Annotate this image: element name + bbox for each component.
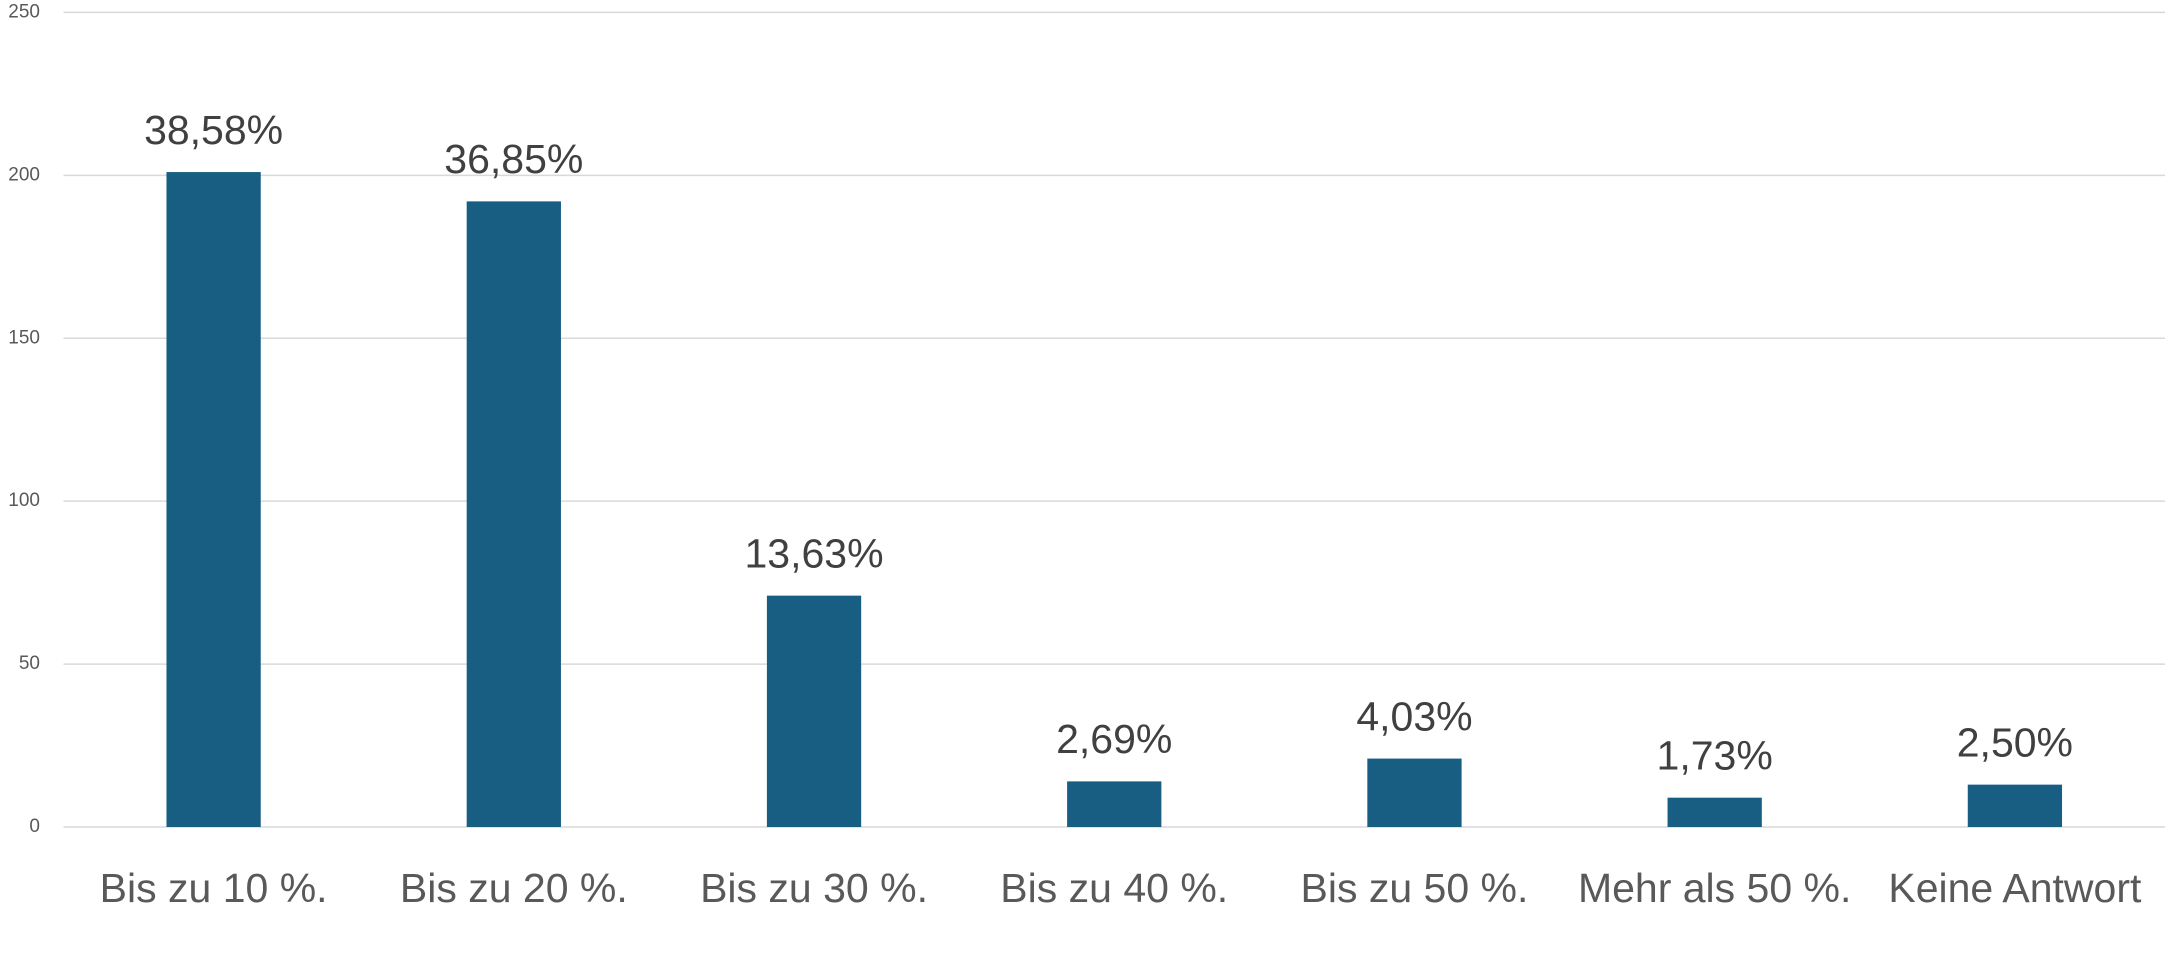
data-label: 13,63% xyxy=(745,530,884,576)
data-label: 36,85% xyxy=(444,136,583,182)
bar xyxy=(1067,781,1162,827)
x-tick-label: Bis zu 10 %. xyxy=(99,865,328,911)
bar xyxy=(466,201,561,827)
bar xyxy=(766,595,862,827)
x-tick-label: Bis zu 50 %. xyxy=(1300,865,1529,911)
y-tick-label: 250 xyxy=(8,1,40,22)
data-label: 2,50% xyxy=(1957,719,2073,765)
bar xyxy=(1667,797,1762,827)
bar xyxy=(166,172,261,828)
data-label: 38,58% xyxy=(144,107,283,153)
x-tick-label: Keine Antwort xyxy=(1888,865,2142,911)
y-tick-label: 150 xyxy=(8,327,40,348)
data-label: 1,73% xyxy=(1657,733,1773,779)
x-tick-label: Bis zu 30 %. xyxy=(700,865,928,911)
y-tick-label: 100 xyxy=(8,490,40,511)
bar xyxy=(1367,758,1462,827)
bar xyxy=(1967,784,2063,827)
data-label: 4,03% xyxy=(1356,693,1472,739)
y-tick-label: 0 xyxy=(29,816,40,837)
x-tick-label: Bis zu 20 %. xyxy=(399,865,628,911)
data-label: 2,69% xyxy=(1056,716,1172,762)
x-tick-label: Mehr als 50 %. xyxy=(1577,865,1852,911)
x-tick-label: Bis zu 40 %. xyxy=(1000,865,1229,911)
y-tick-label: 50 xyxy=(19,653,40,674)
y-tick-label: 200 xyxy=(8,164,40,185)
